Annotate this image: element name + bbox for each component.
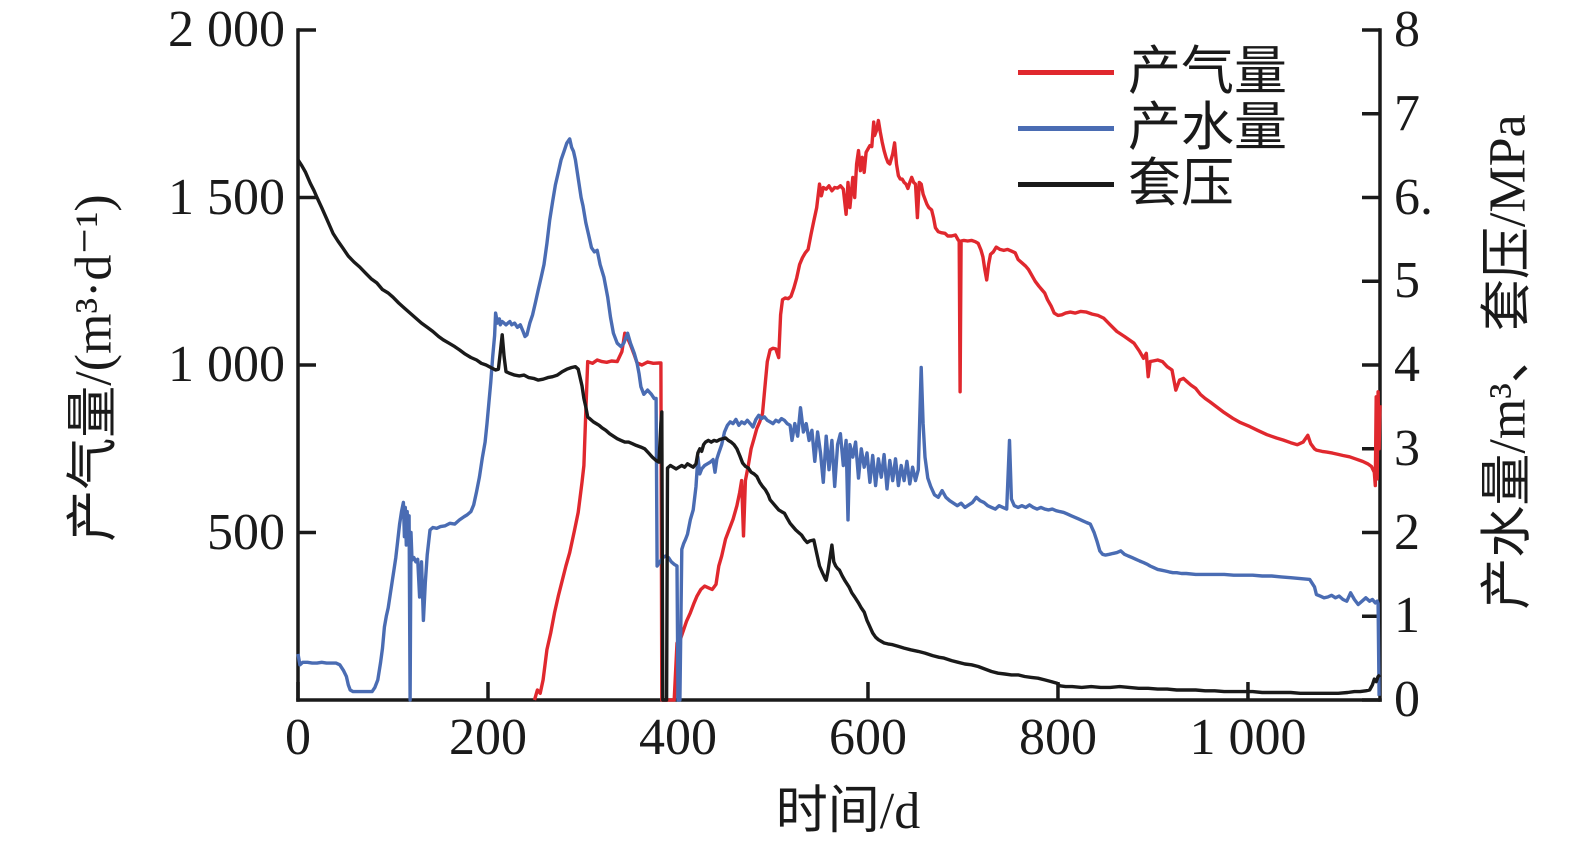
x-axis-tick-label: 1 000 bbox=[1189, 709, 1307, 766]
right-axis-title: 产水量/m³、套压/MPa bbox=[1479, 114, 1537, 610]
legend: 产气量 产水量 套压 bbox=[1018, 43, 1287, 213]
left-axis-tick-label: 500 bbox=[207, 503, 285, 561]
legend-item-pressure: 套压 bbox=[1018, 155, 1287, 213]
right-axis-tick-label: 5 bbox=[1394, 252, 1420, 310]
pressure-line-swatch bbox=[1018, 182, 1114, 187]
right-axis-tick-label: 7 bbox=[1394, 84, 1420, 142]
water-line-swatch bbox=[1018, 126, 1114, 131]
left-axis-tick-label: 1 000 bbox=[168, 336, 285, 393]
x-axis-tick-label: 0 bbox=[285, 709, 311, 766]
x-axis-title: 时间/d bbox=[775, 783, 921, 840]
x-axis-tick-label: 400 bbox=[638, 709, 717, 766]
series-line-pressure bbox=[296, 158, 1382, 702]
right-axis-tick-label: 2 bbox=[1394, 503, 1420, 561]
legend-item-water: 产水量 bbox=[1018, 99, 1287, 157]
right-axis-tick-label: 1 bbox=[1394, 587, 1420, 645]
right-axis-tick-label: 3 bbox=[1394, 419, 1420, 477]
right-axis-tick-label: 6. bbox=[1394, 168, 1433, 226]
legend-item-gas: 产气量 bbox=[1018, 43, 1287, 101]
x-axis-tick-label: 800 bbox=[1018, 709, 1097, 766]
legend-label-gas: 产气量 bbox=[1128, 43, 1287, 101]
series-line-water bbox=[296, 137, 1381, 702]
x-axis-tick-label: 600 bbox=[828, 709, 907, 766]
left-axis-tick-label: 2 000 bbox=[168, 1, 285, 58]
right-axis-tick-label: 4 bbox=[1394, 336, 1420, 393]
x-axis-tick-label: 200 bbox=[448, 709, 527, 766]
right-axis-tick-label: 8 bbox=[1394, 1, 1420, 58]
gas-line-swatch bbox=[1018, 70, 1114, 75]
series-line-gas bbox=[532, 118, 1382, 702]
right-axis-tick-label: 0 bbox=[1394, 671, 1420, 728]
left-axis-tick-label: 1 500 bbox=[168, 168, 285, 226]
legend-label-water: 产水量 bbox=[1128, 99, 1287, 157]
legend-label-pressure: 套压 bbox=[1128, 155, 1234, 213]
